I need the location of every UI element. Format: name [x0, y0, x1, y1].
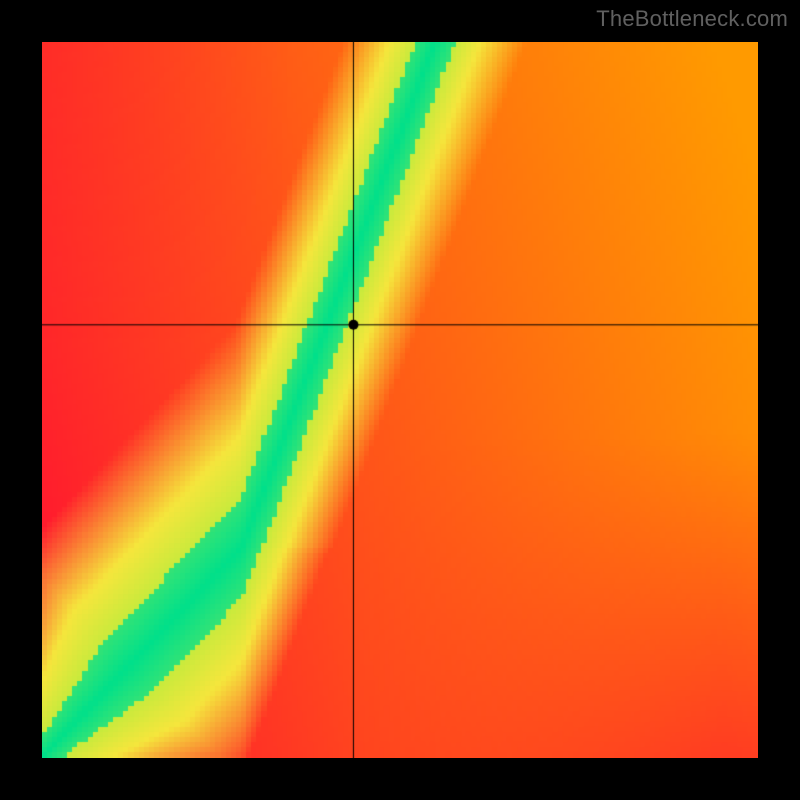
chart-stage: { "watermark": { "text": "TheBottleneck.…	[0, 0, 800, 800]
watermark-text: TheBottleneck.com	[596, 6, 788, 32]
bottleneck-heatmap	[42, 42, 758, 758]
